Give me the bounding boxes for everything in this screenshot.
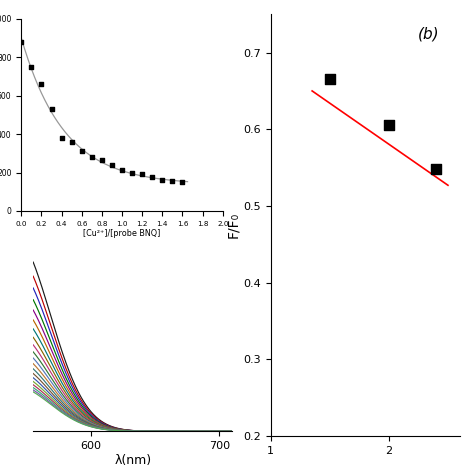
Point: [148, 173, 156, 181]
Point: [138, 171, 146, 178]
Point: [27, 63, 35, 71]
Text: (b): (b): [418, 27, 440, 42]
Point: [326, 76, 334, 83]
Point: [37, 81, 45, 88]
Point: [78, 147, 85, 155]
Point: [385, 122, 392, 129]
Point: [58, 134, 65, 142]
Point: [158, 176, 166, 184]
Point: [18, 38, 25, 46]
Point: [68, 138, 75, 146]
Point: [432, 165, 440, 173]
Point: [118, 166, 126, 173]
Point: [98, 156, 106, 164]
Point: [128, 169, 136, 176]
X-axis label: λ(nm): λ(nm): [114, 454, 151, 467]
Point: [179, 178, 186, 186]
Point: [88, 154, 96, 161]
X-axis label: [Cu²⁺]/[probe BNQ]: [Cu²⁺]/[probe BNQ]: [83, 229, 161, 238]
Point: [48, 105, 55, 113]
Point: [108, 161, 116, 169]
Y-axis label: F/F₀: F/F₀: [227, 212, 240, 238]
Point: [169, 177, 176, 185]
